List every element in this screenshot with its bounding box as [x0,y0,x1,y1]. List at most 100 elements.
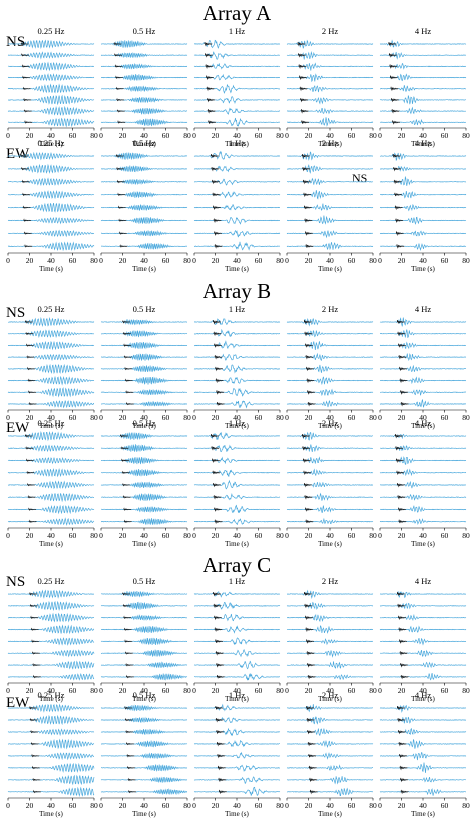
waveform-trace [7,229,95,238]
reference-trace [214,507,222,512]
reference-trace [396,706,405,710]
panel-2-ns-1: 0.5 Hz 0 20 40 60 80 Time (s) [99,576,191,703]
reference-trace [122,482,130,487]
reference-trace [26,458,34,462]
x-tick-label: 0 [285,131,289,140]
reference-trace [309,777,318,783]
reference-trace [213,495,222,500]
reference-trace [116,109,125,113]
reference-trace [120,433,128,438]
x-tick-label: 60 [69,256,77,265]
x-tick-label: 40 [140,531,148,540]
waveform-trace [286,230,373,239]
x-tick-label: 20 [305,686,313,695]
reference-trace [23,109,32,113]
reference-trace [304,331,313,337]
waveform-trace [7,430,94,442]
x-axis-title: Time (s) [132,695,156,703]
x-tick-label: 40 [233,256,241,265]
waveform-trace [286,517,374,525]
x-tick-label: 0 [285,531,289,540]
waveform-trace [100,96,188,104]
waveform-trace [101,152,188,161]
x-axis-title: Time (s) [225,140,249,148]
reference-trace [212,458,220,463]
x-tick-label: 20 [398,131,406,140]
panel-1-ns-4: 4 Hz 0 20 40 60 80 Time (s) [378,304,470,430]
reference-trace [123,507,132,511]
x-tick-label: 0 [192,256,196,265]
reference-trace [388,53,397,58]
reference-trace [30,729,39,734]
x-tick-label: 40 [233,801,241,810]
x-tick-label: 0 [99,131,103,140]
x-tick-label: 60 [348,131,356,140]
reference-trace [396,244,405,249]
waveform-trace [193,703,281,712]
reference-trace [214,355,223,360]
waveform-trace [379,788,467,796]
reference-trace [31,765,40,770]
x-tick-label: 60 [255,131,263,140]
x-tick-label: 60 [348,531,356,540]
frequency-label: 1 Hz [229,138,246,148]
frequency-label: 0.25 Hz [38,418,65,428]
waveform-trace [379,243,467,251]
reference-trace [115,86,124,91]
reference-trace [116,97,125,102]
waveform-trace [7,468,95,478]
panel-2-ns-4: 4 Hz 0 20 40 60 80 Time (s) [378,576,470,703]
x-axis-title: Time (s) [318,540,342,548]
x-axis-title: Time (s) [39,540,63,548]
reference-trace [306,717,315,723]
waveform-trace [100,788,188,795]
waveform-trace [286,787,374,796]
reference-trace [216,674,225,679]
reference-trace [124,639,133,643]
waveform-trace [7,600,95,612]
waveform-trace [379,716,467,724]
panel-2-ew-4: 4 Hz 0 20 40 60 80 Time (s) [378,690,470,818]
reference-trace [211,166,220,172]
waveform-trace [7,329,95,339]
x-tick-label: 40 [326,801,334,810]
x-tick-label: 60 [162,256,170,265]
reference-trace [396,470,405,476]
reference-trace [126,741,134,746]
x-axis-title: Time (s) [411,265,435,273]
panel-0-ew-3: 2 Hz 0 20 40 60 80 Time (s) [285,138,377,273]
reference-trace [399,639,407,644]
x-tick-label: 20 [398,413,406,422]
waveform-trace [100,365,187,373]
waveform-trace [287,638,374,646]
waveform-trace [193,673,280,681]
panel-1-ew-2: 1 Hz 0 20 40 60 80 Time (s) [192,418,284,548]
reference-trace [299,75,307,81]
waveform-trace [100,330,188,338]
x-tick-label: 20 [212,801,220,810]
reference-trace [206,86,215,92]
reference-trace [213,482,221,488]
frequency-label: 0.5 Hz [133,138,156,148]
x-tick-label: 20 [119,413,127,422]
waveform-trace [7,353,95,362]
x-tick-label: 0 [192,801,196,810]
x-tick-label: 60 [441,413,449,422]
reference-trace [214,627,223,632]
waveform-trace [7,762,95,773]
x-tick-label: 60 [69,531,77,540]
x-tick-label: 20 [305,413,313,422]
x-tick-label: 60 [255,256,263,265]
reference-trace [215,717,224,723]
panel-1-ew-3: 2 Hz 0 20 40 60 80 Time (s) [285,418,377,548]
x-tick-label: 80 [90,801,98,810]
x-tick-label: 0 [378,131,382,140]
reference-trace [399,366,407,372]
waveform-trace [286,505,374,513]
waveform-trace [193,776,281,784]
reference-trace [30,615,39,620]
waveform-trace [286,492,374,501]
waveform-trace [7,61,94,72]
reference-trace [303,205,312,210]
panel-1-ns-2: 1 Hz 0 20 40 60 80 Time (s) [192,304,284,430]
